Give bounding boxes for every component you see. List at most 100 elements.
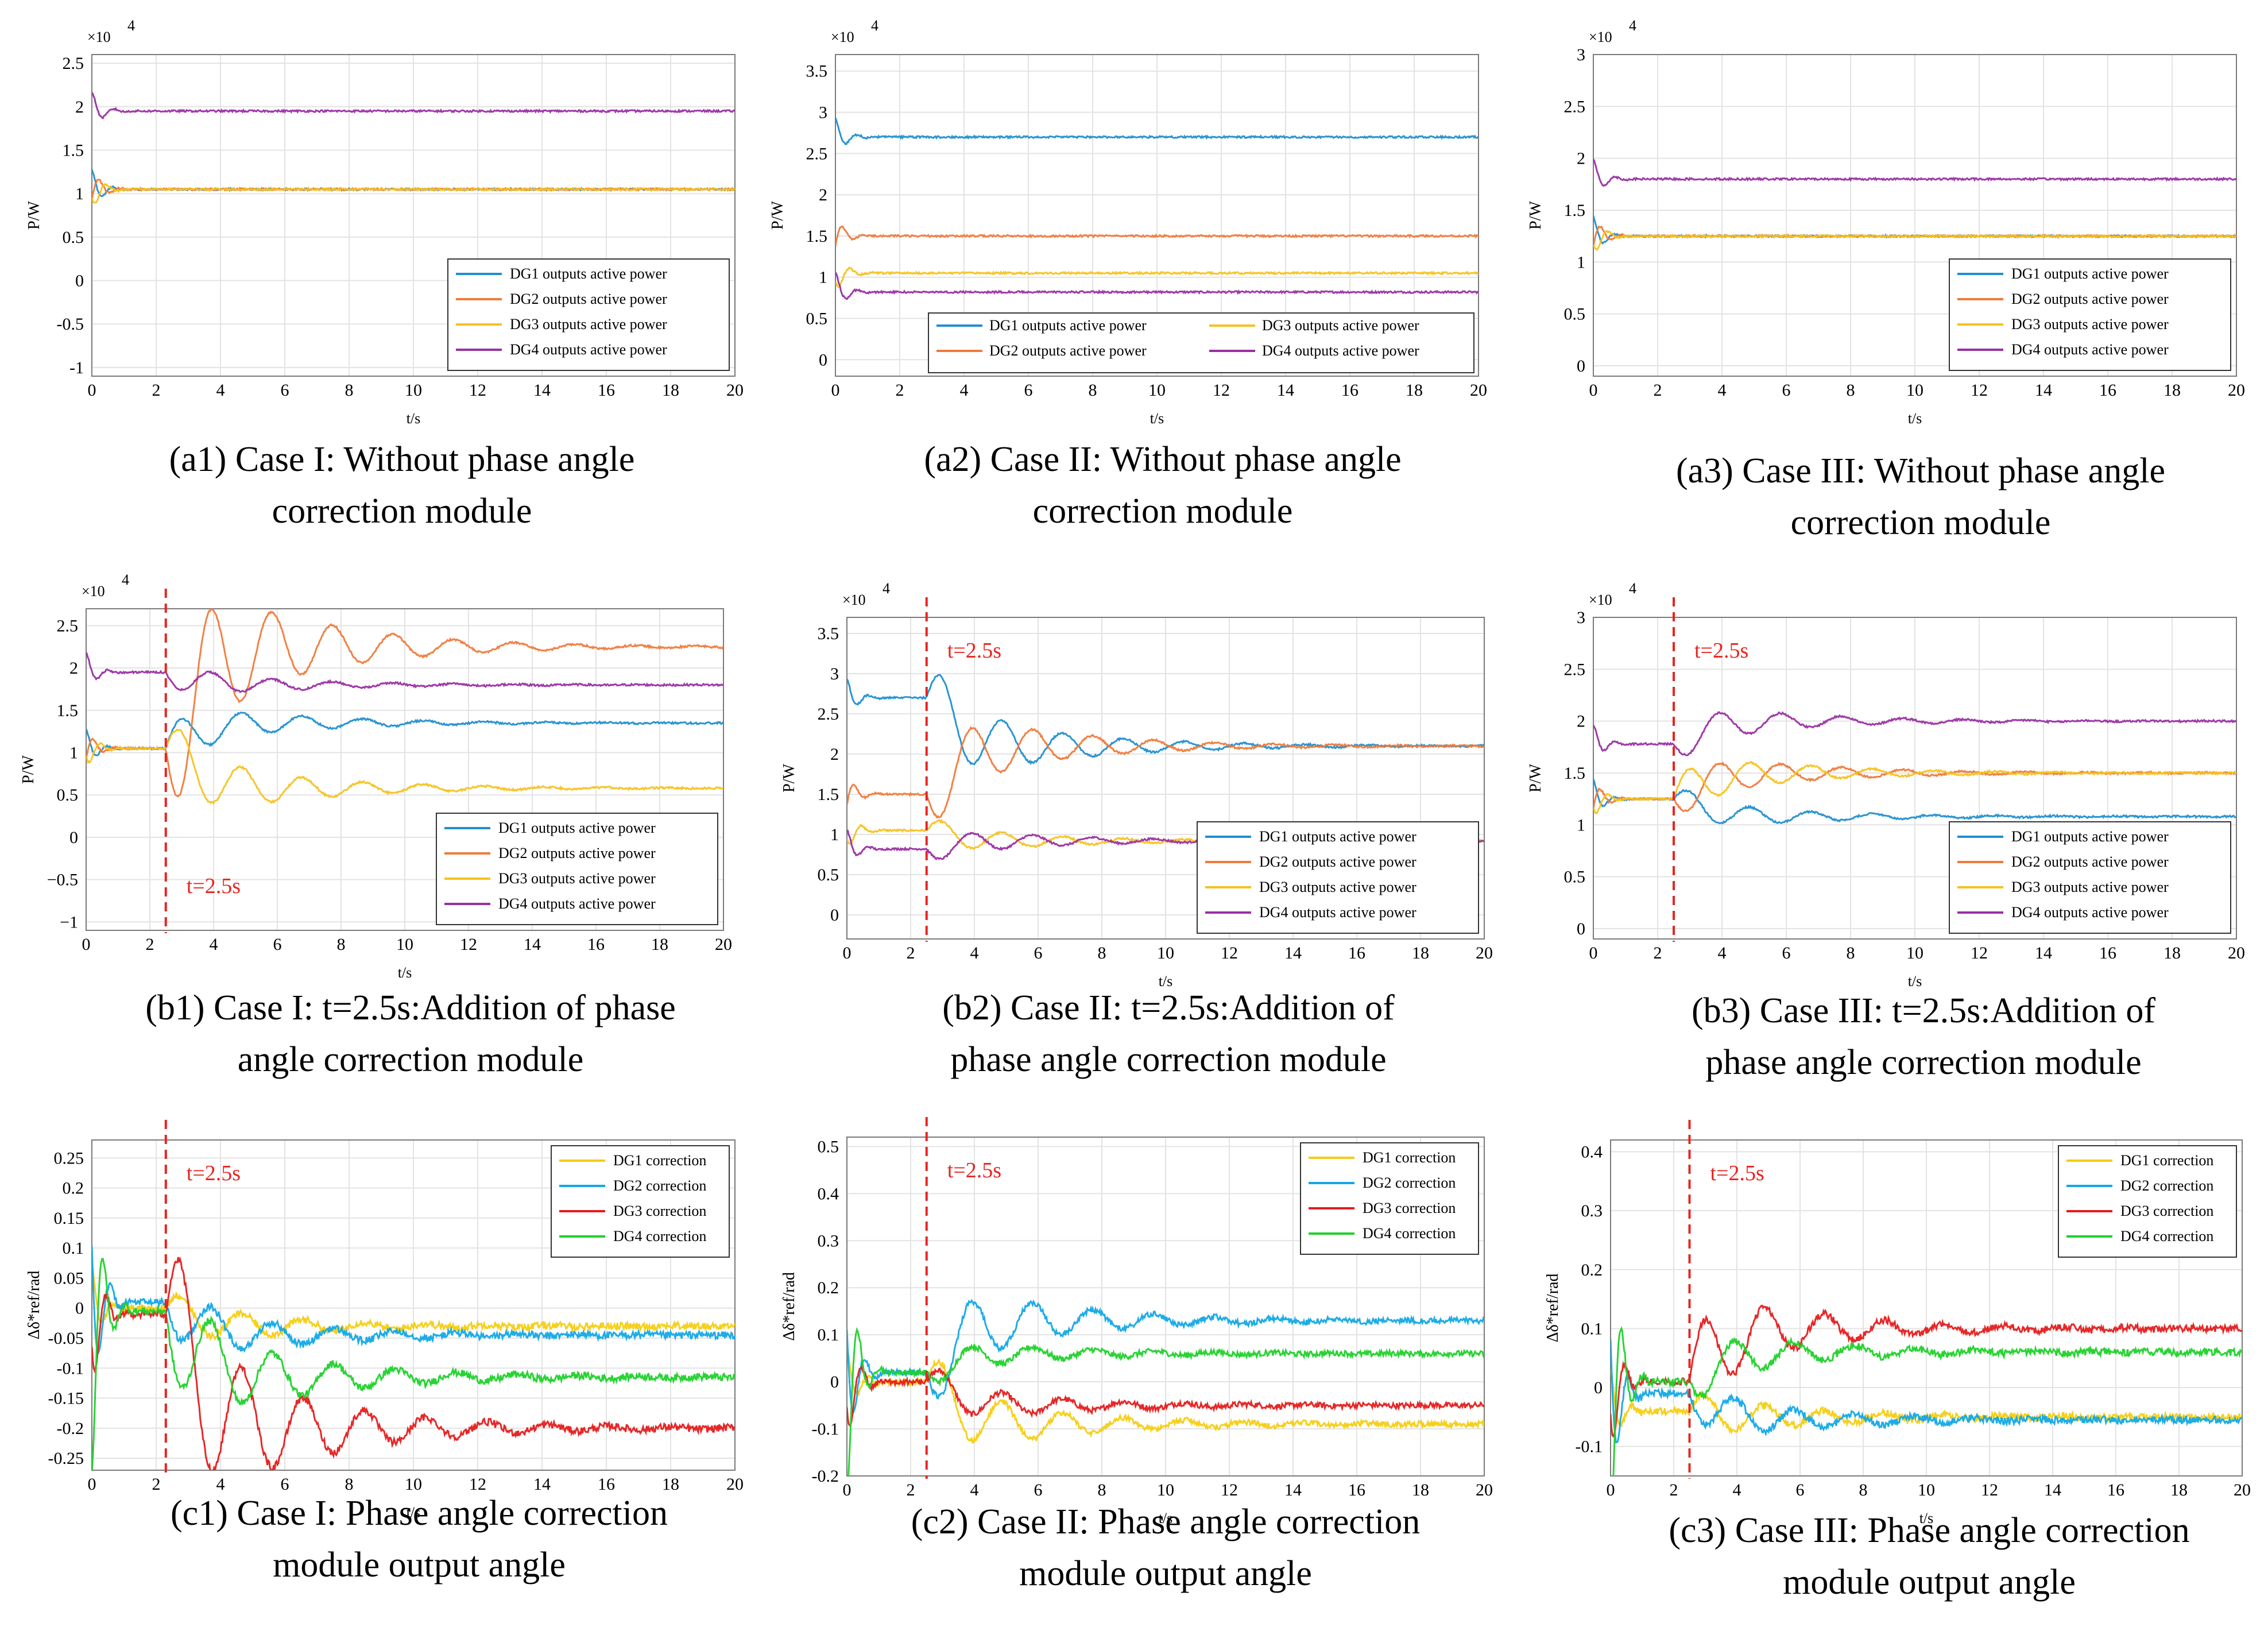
x-tick-label: 10 <box>405 1475 422 1494</box>
y-tick-label: -0.05 <box>48 1329 84 1348</box>
legend: DG1 outputs active power DG2 outputs acti… <box>1949 258 2231 371</box>
y-tick-label: 0.1 <box>63 1239 84 1258</box>
x-tick-label: 20 <box>1476 1481 1493 1499</box>
x-tick-label: 0 <box>843 1481 852 1499</box>
legend-box <box>447 258 730 371</box>
x-tick-label: 8 <box>1847 944 1855 963</box>
legend-box <box>1949 258 2231 371</box>
panel-a1: 0 2 4 6 8 10 12 14 16 18 20 2.5 2 1.5 1 0.5 0 -0.5 -1 t/s P/… <box>25 17 744 531</box>
series-line-2 <box>847 1298 1484 1415</box>
y-tick-label: 0 <box>830 906 839 925</box>
x-tick-label: 8 <box>345 1475 354 1494</box>
series-line-2 <box>92 1246 735 1354</box>
x-tick-label: 6 <box>1782 381 1791 400</box>
y-tick-label: 2.5 <box>63 54 84 73</box>
plot-frame <box>91 1139 736 1471</box>
y-tick-label: 3 <box>830 664 839 683</box>
y-tick-label: 0.5 <box>1564 868 1586 887</box>
x-tick-label: 20 <box>2234 1481 2251 1499</box>
x-tick-label: 0 <box>88 1475 96 1494</box>
y-tick-label: 0.5 <box>818 1137 839 1156</box>
marker-label: t=2.5s <box>1710 1161 1764 1185</box>
legend-label: DG2 correction <box>613 1177 706 1194</box>
exponent-power: 4 <box>122 571 129 588</box>
caption-line-1: (c3) Case III: Phase angle correction <box>1669 1511 2189 1550</box>
plot-frame <box>846 617 1485 940</box>
panel-b1: 0 2 4 6 8 10 12 14 16 18 20 2.5 2 1.5 1 0.5 0 −0.5 −1 t/s P/… <box>20 571 732 1079</box>
x-tick-label: 2 <box>907 1481 915 1499</box>
y-tick-label: −0.5 <box>47 871 78 890</box>
y-tick-label: -1 <box>69 358 84 377</box>
x-tick-label: 8 <box>337 935 346 954</box>
exponent-power: 4 <box>1629 580 1636 597</box>
x-tick-label: 6 <box>1034 944 1043 963</box>
plot-frame <box>86 608 724 931</box>
x-tick-label: 2 <box>1654 944 1662 963</box>
x-tick-label: 2 <box>907 944 915 963</box>
x-tick-label: 16 <box>2099 381 2116 400</box>
x-tick-label: 12 <box>1971 381 1988 400</box>
exponent-base: ×10 <box>87 29 111 45</box>
y-axis-label: P/W <box>1527 764 1545 793</box>
caption-line-2: phase angle correction module <box>950 1040 1386 1079</box>
x-axis-label: t/s <box>407 1504 421 1521</box>
y-tick-label: 0.5 <box>1564 305 1586 324</box>
y-tick-label: -0.1 <box>57 1359 84 1378</box>
y-tick-label: 0.25 <box>54 1149 84 1168</box>
legend-label: DG4 outputs active power <box>1262 342 1419 359</box>
caption-line-1: (a3) Case III: Without phase angle <box>1676 451 2165 490</box>
x-tick-label: 8 <box>1098 944 1106 963</box>
y-tick-label: 1 <box>1577 815 1585 834</box>
series-line-4 <box>847 1327 1484 1476</box>
y-tick-label: 3 <box>819 103 827 122</box>
legend-box <box>551 1145 730 1258</box>
x-tick-label: 18 <box>651 935 668 954</box>
y-tick-label: 0 <box>830 1373 839 1392</box>
y-tick-label: 0.4 <box>1581 1143 1603 1162</box>
y-tick-label: 1 <box>75 184 84 203</box>
legend-box <box>2058 1145 2237 1258</box>
x-tick-label: 16 <box>2099 944 2116 963</box>
x-tick-label: 16 <box>1348 1481 1365 1499</box>
y-tick-label: 2 <box>819 185 827 204</box>
y-tick-label: 2 <box>1577 712 1585 731</box>
x-tick-label: 0 <box>1607 1481 1615 1499</box>
y-tick-label: 0.5 <box>806 309 828 328</box>
series-line-4 <box>92 1257 735 1470</box>
y-tick-label: 0.4 <box>818 1184 839 1203</box>
x-axis-label: t/s <box>407 410 421 427</box>
marker-label: t=2.5s <box>187 1161 241 1185</box>
legend-label: DG1 outputs active power <box>989 317 1147 334</box>
x-tick-label: 18 <box>2163 381 2181 400</box>
legend-box <box>1949 821 2231 934</box>
legend-label: DG2 correction <box>2120 1177 2213 1194</box>
x-tick-label: 0 <box>1589 944 1598 963</box>
y-tick-label: 0 <box>75 272 84 291</box>
caption-line-2: module output angle <box>273 1545 566 1584</box>
series-line-1 <box>835 117 1479 146</box>
legend-label: DG3 outputs active power <box>1262 317 1419 334</box>
x-axis-label: t/s <box>1908 973 1922 990</box>
y-tick-label: 3.5 <box>818 624 839 643</box>
y-tick-label: 1.5 <box>1564 764 1586 783</box>
caption-line-1: (c2) Case II: Phase angle correction <box>911 1502 1421 1541</box>
legend-label: DG1 outputs active power <box>1259 828 1416 845</box>
x-tick-label: 8 <box>1098 1481 1106 1499</box>
y-axis-label: P/W <box>1527 201 1545 230</box>
panel-b3: 0 2 4 6 8 10 12 14 16 18 20 3 2.5 2 1.5 1 0.5 0 t/s P/W ×10 4… <box>1527 580 2245 1082</box>
legend: DG1 outputs active power DG3 outputs acti… <box>928 312 1474 373</box>
x-tick-label: 10 <box>1906 381 1923 400</box>
series-line-3 <box>1593 761 2236 815</box>
x-axis-label: t/s <box>1908 410 1922 427</box>
y-tick-label: 2 <box>75 98 84 117</box>
y-tick-label: −1 <box>60 913 78 932</box>
series-line-3 <box>86 728 723 805</box>
x-tick-label: 18 <box>662 1475 679 1494</box>
y-axis-label: Δδ*ref/rad <box>780 1272 798 1341</box>
x-tick-label: 10 <box>1906 944 1923 963</box>
legend-label: DG2 outputs active power <box>2011 853 2169 870</box>
x-tick-label: 12 <box>1971 944 1988 963</box>
y-tick-label: 1 <box>819 268 827 287</box>
marker-label: t=2.5s <box>947 1158 1001 1182</box>
